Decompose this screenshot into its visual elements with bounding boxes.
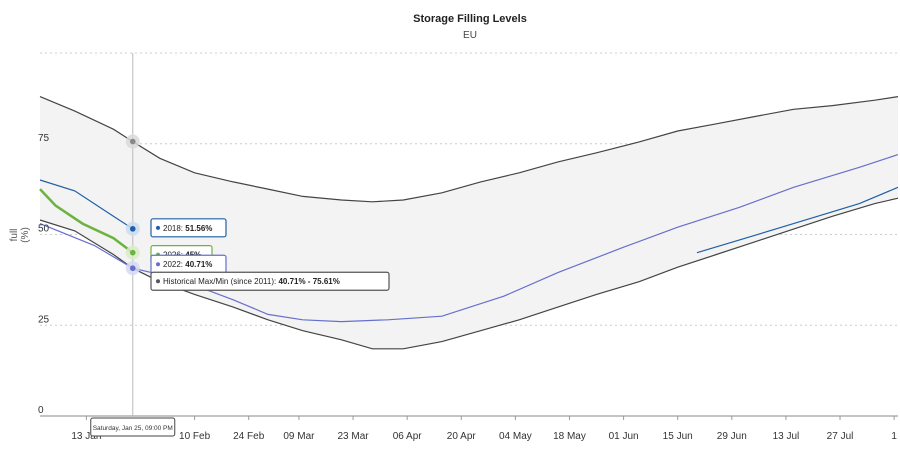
x-tick-label: 1 — [891, 431, 897, 442]
hover-point-2026 — [129, 249, 136, 256]
tooltip-text: 2022: 40.71% — [163, 260, 212, 269]
tooltip-bullet — [156, 279, 160, 284]
x-tick-label: 13 Jan — [71, 431, 101, 442]
tooltip-text: Historical Max/Min (since 2011): 40.71% … — [163, 277, 340, 286]
tooltip-value: 51.56% — [185, 224, 212, 233]
x-tick-label: 24 Feb — [233, 431, 265, 442]
x-tick-label: 23 Mar — [337, 431, 369, 442]
tooltip-text: 2018: 51.56% — [163, 224, 212, 233]
date-label-box — [90, 417, 176, 437]
x-tick-label: 10 Feb — [179, 431, 211, 442]
y-axis-title-line: (%) — [20, 227, 31, 243]
x-tick-label: 09 Mar — [283, 431, 315, 442]
band-max-line — [39, 96, 899, 203]
y-tick-label: 50 — [38, 224, 50, 235]
y-tick-label: 25 — [38, 314, 50, 325]
x-tick-label: 01 Jun — [609, 431, 639, 442]
y-axis-title: full(%) — [9, 227, 31, 243]
x-tick-label: 04 May — [499, 431, 532, 442]
tooltip-bullet — [156, 262, 160, 267]
x-tick-label: 27 Jul — [827, 431, 854, 442]
hover-point-max — [129, 138, 136, 145]
x-tick-label: 29 Jun — [717, 431, 747, 442]
chart-title: Storage Filling Levels — [413, 13, 527, 25]
y-tick-label: 75 — [38, 133, 50, 144]
y-axis-title-line: full — [9, 229, 20, 242]
y-axis: 0 25 50 75 — [38, 133, 50, 416]
tooltip-label: Historical Max/Min (since 2011): — [163, 277, 278, 286]
tooltip-box — [150, 271, 390, 291]
tooltip-bullet — [156, 225, 160, 230]
series-line-2018 — [39, 179, 134, 230]
series-line-2025 — [696, 186, 899, 254]
tooltip: 2018: 51.56% — [150, 218, 227, 238]
hover-date-label: Saturday, Jan 25, 09:00 PM — [90, 417, 176, 437]
y-axis-label: full(%) — [9, 227, 31, 243]
x-tick-label: 15 Jun — [663, 431, 693, 442]
x-tick-label: 13 Jul — [773, 431, 800, 442]
tooltip: 2022: 40.71% — [150, 254, 227, 274]
x-tick-label: 06 Apr — [393, 431, 423, 442]
date-label-text: Saturday, Jan 25, 09:00 PM — [93, 425, 173, 432]
tooltip-value: 40.71% - 75.61% — [278, 277, 339, 286]
hover-layer: 2018: 51.56%2026: 45%2022: 40.71%Histori… — [90, 53, 390, 437]
series-line-2026 — [39, 188, 134, 254]
tooltip: Historical Max/Min (since 2011): 40.71% … — [150, 271, 390, 291]
x-tick-label: 20 Apr — [447, 431, 477, 442]
hover-point-2018 — [129, 226, 136, 232]
tooltip-label: 2018: — [163, 224, 185, 233]
tooltip-value: 40.71% — [185, 260, 212, 269]
x-axis: 13 Jan 10 Feb 24 Feb 09 Mar 23 Mar 06 Apr 20 A… — [71, 416, 897, 442]
x-tick-label: 18 May — [553, 431, 586, 442]
y-tick-label: 0 — [38, 405, 44, 416]
tooltip-box — [150, 218, 227, 238]
chart-subtitle: EU — [463, 30, 477, 41]
hover-point-2022 — [129, 265, 136, 272]
tooltip-label: 2022: — [163, 260, 185, 269]
